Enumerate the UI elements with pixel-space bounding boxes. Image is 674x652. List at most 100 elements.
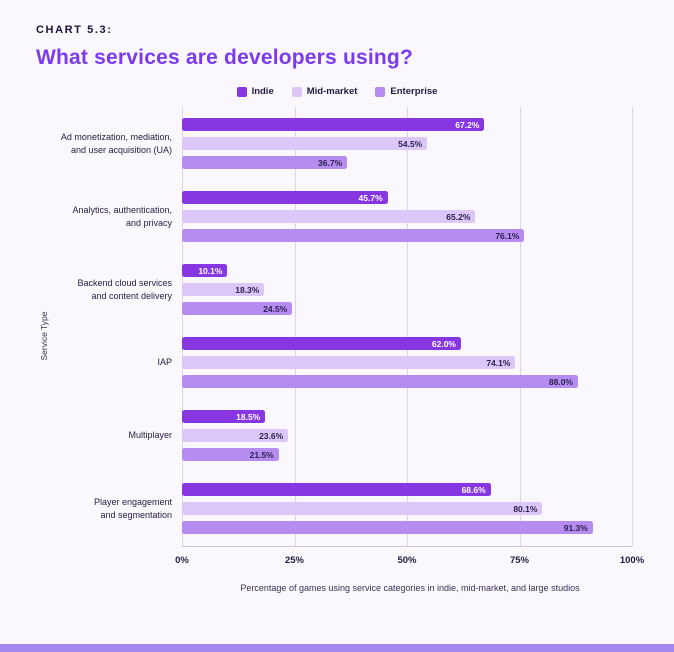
page-title: What services are developers using? bbox=[36, 46, 413, 69]
chart-area: Ad monetization, mediation, and user acq… bbox=[54, 107, 644, 569]
bar: 88.0% bbox=[182, 375, 578, 388]
bar: 68.6% bbox=[182, 483, 491, 496]
bar-row: 62.0% bbox=[182, 334, 632, 353]
bar-value-label: 45.7% bbox=[358, 192, 383, 203]
bar-cluster: 45.7% 65.2% 76.1% bbox=[182, 188, 638, 245]
legend-item: Mid-market bbox=[291, 86, 358, 97]
bar-cluster: 10.1% 18.3% 24.5% bbox=[182, 261, 638, 318]
bar-value-label: 54.5% bbox=[398, 138, 423, 149]
bar-value-label: 36.7% bbox=[318, 157, 343, 168]
bar-value-label: 65.2% bbox=[446, 211, 471, 222]
legend-label: Indie bbox=[251, 86, 274, 97]
bar: 62.0% bbox=[182, 337, 461, 350]
bar-value-label: 21.5% bbox=[249, 449, 274, 460]
bar-value-label: 18.5% bbox=[236, 411, 261, 422]
bar-value-label: 80.1% bbox=[513, 503, 538, 514]
bar-row: 80.1% bbox=[182, 499, 632, 518]
bar-row: 36.7% bbox=[182, 153, 632, 172]
bar-value-label: 74.1% bbox=[486, 357, 511, 368]
category-label: IAP bbox=[157, 357, 172, 368]
gridline bbox=[519, 107, 521, 546]
bar: 36.7% bbox=[182, 156, 348, 169]
legend-item: Indie bbox=[236, 86, 274, 97]
chart-number-kicker: CHART 5.3: bbox=[36, 24, 113, 36]
x-tick-label: 100% bbox=[619, 555, 645, 566]
legend-swatch-icon bbox=[236, 86, 247, 97]
gridline bbox=[632, 107, 633, 546]
bar-value-label: 88.0% bbox=[548, 376, 573, 387]
bar: 18.3% bbox=[182, 283, 265, 296]
bar: 76.1% bbox=[182, 229, 525, 242]
bar-row: 21.5% bbox=[182, 445, 632, 464]
x-tick-label: 0% bbox=[175, 555, 189, 566]
bar: 74.1% bbox=[182, 356, 516, 369]
bar: 65.2% bbox=[182, 210, 476, 223]
bar-row: 18.5% bbox=[182, 407, 632, 426]
bar-group: Player engagement and segmentation 68.6% 8… bbox=[54, 472, 638, 545]
category-label: Multiplayer bbox=[128, 430, 172, 441]
footer-accent-strip bbox=[0, 644, 674, 652]
bar-row: 67.2% bbox=[182, 115, 632, 134]
bar-value-label: 91.3% bbox=[563, 522, 588, 533]
bar: 54.5% bbox=[182, 137, 428, 150]
x-axis-caption: Percentage of games using service catego… bbox=[240, 583, 580, 593]
bar-groups: Ad monetization, mediation, and user acq… bbox=[54, 107, 638, 549]
bar: 10.1% bbox=[182, 264, 228, 277]
bar-row: 23.6% bbox=[182, 426, 632, 445]
bar: 91.3% bbox=[182, 521, 593, 534]
bar-group: IAP 62.0% 74.1% 88.0% bbox=[54, 326, 638, 399]
bar-value-label: 24.5% bbox=[263, 303, 288, 314]
gridline bbox=[407, 107, 408, 546]
x-tick-label: 50% bbox=[397, 555, 417, 566]
bar-row: 91.3% bbox=[182, 518, 632, 537]
chart: Service Type Ad monetization, mediation,… bbox=[36, 107, 644, 593]
gridline bbox=[182, 107, 183, 546]
bar-group: Multiplayer 18.5% 23.6% 21.5% bbox=[54, 399, 638, 472]
bar-row: 68.6% bbox=[182, 480, 632, 499]
chart-section: CHART 5.3: What services are developers … bbox=[36, 24, 644, 593]
bar-value-label: 68.6% bbox=[461, 484, 486, 495]
bar-row: 54.5% bbox=[182, 134, 632, 153]
x-tick-label: 25% bbox=[284, 555, 305, 566]
gridline bbox=[294, 107, 296, 546]
bar-value-label: 23.6% bbox=[259, 430, 284, 441]
bar-value-label: 10.1% bbox=[198, 265, 223, 276]
legend-label: Enterprise bbox=[390, 86, 438, 97]
category-label: Player engagement and segmentation bbox=[93, 497, 172, 520]
bar-value-label: 76.1% bbox=[495, 230, 520, 241]
bar-group: Backend cloud services and content deliv… bbox=[54, 253, 638, 326]
legend-swatch-icon bbox=[291, 86, 302, 97]
bar-cluster: 68.6% 80.1% 91.3% bbox=[182, 480, 638, 537]
bar-row: 45.7% bbox=[182, 188, 632, 207]
bar: 23.6% bbox=[182, 429, 289, 442]
x-tick-label: 75% bbox=[509, 555, 530, 566]
legend-swatch-icon bbox=[375, 86, 386, 97]
bar: 45.7% bbox=[182, 191, 388, 204]
bar: 67.2% bbox=[182, 118, 485, 131]
legend: Indie Mid-market Enterprise bbox=[36, 86, 638, 97]
bar-row: 88.0% bbox=[182, 372, 632, 391]
bar-row: 65.2% bbox=[182, 207, 632, 226]
bar: 24.5% bbox=[182, 302, 293, 315]
bar: 18.5% bbox=[182, 410, 266, 423]
bar-value-label: 67.2% bbox=[455, 119, 480, 130]
bar-row: 74.1% bbox=[182, 353, 632, 372]
legend-label: Mid-market bbox=[306, 86, 358, 97]
category-label: Backend cloud services and content deliv… bbox=[77, 278, 172, 301]
y-axis-title: Service Type bbox=[39, 311, 49, 361]
category-label: Ad monetization, mediation, and user acq… bbox=[60, 132, 172, 155]
bar-cluster: 62.0% 74.1% 88.0% bbox=[182, 334, 638, 391]
category-label: Analytics, authentication, and privacy bbox=[72, 205, 172, 228]
bar-row: 76.1% bbox=[182, 226, 632, 245]
bar-cluster: 67.2% 54.5% 36.7% bbox=[182, 115, 638, 172]
bar-value-label: 62.0% bbox=[431, 338, 456, 349]
legend-item: Enterprise bbox=[375, 86, 437, 97]
bar-value-label: 18.3% bbox=[235, 284, 260, 295]
bar-group: Analytics, authentication, and privacy 45… bbox=[54, 180, 638, 253]
bar-row: 18.3% bbox=[182, 280, 632, 299]
bar: 21.5% bbox=[182, 448, 279, 461]
grid-layer bbox=[182, 107, 633, 547]
bar-row: 24.5% bbox=[182, 299, 632, 318]
bar-group: Ad monetization, mediation, and user acq… bbox=[54, 107, 638, 180]
